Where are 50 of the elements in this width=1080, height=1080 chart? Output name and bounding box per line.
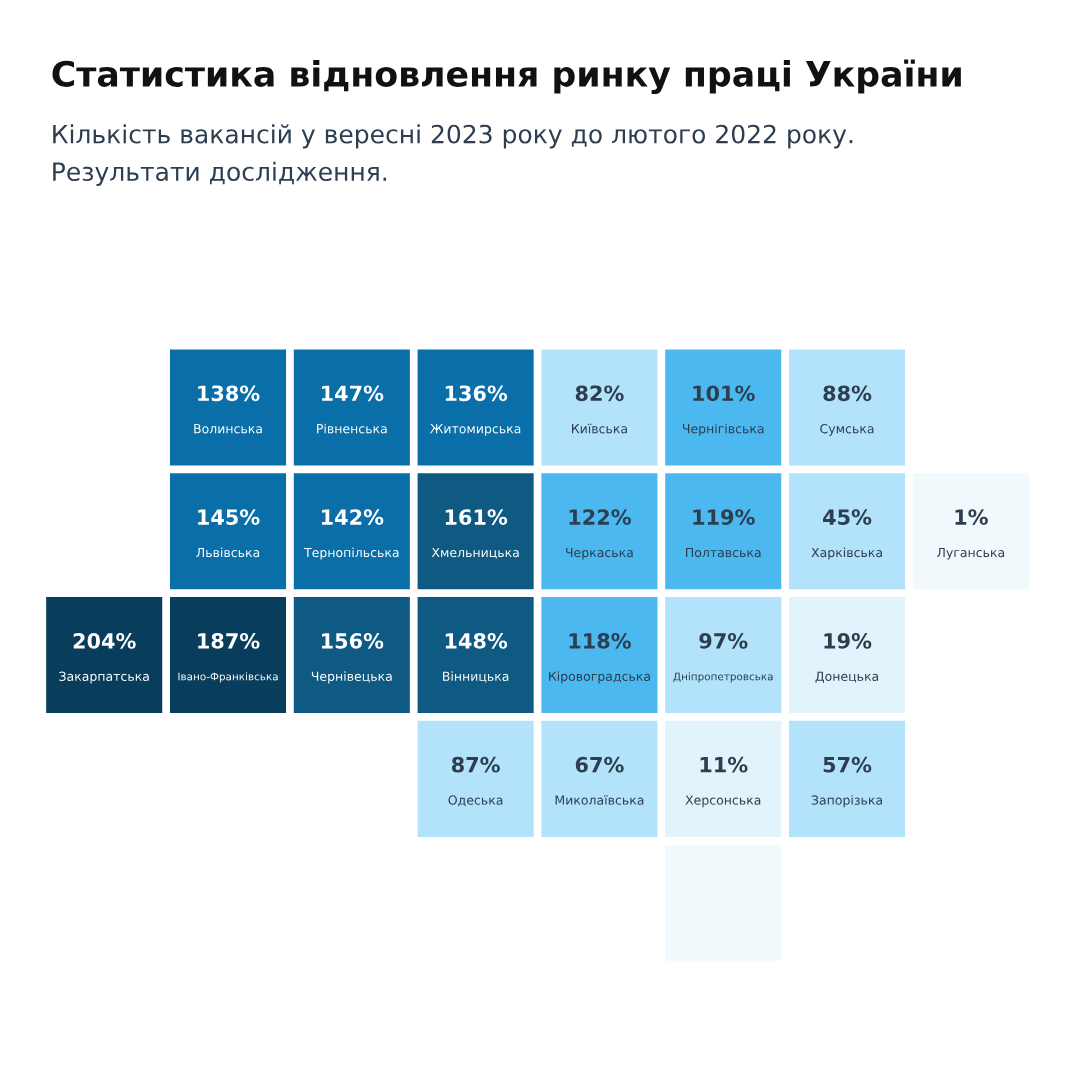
data-label: 148% <box>445 632 508 649</box>
text: Кількість вакансій у вересні 2023 року до лютого 2022 року. Результати дослідження. <box>53 124 853 186</box>
category-label: Вінницька <box>443 671 509 683</box>
category-label: Запорізька <box>811 795 882 808</box>
data-label: 142% <box>321 509 384 525</box>
category-label: Миколаївська <box>555 795 644 805</box>
data-label: 19% <box>824 632 872 649</box>
data-label: 1% <box>955 509 988 525</box>
data-label: 57% <box>823 756 872 773</box>
category-label: Дніпропетровська <box>673 672 773 683</box>
data-label: 101% <box>693 385 755 402</box>
category-label: Чернівецька <box>311 671 392 684</box>
category-label: Рівненська <box>317 423 387 434</box>
category-label: Київська <box>572 423 627 434</box>
category-label: Житомирська <box>430 424 521 436</box>
data-label: 145% <box>198 509 260 525</box>
data-label: 87% <box>451 756 500 773</box>
category-label: Одеська <box>448 795 503 807</box>
category-label: Харківська <box>811 547 882 560</box>
data-label: 11% <box>700 756 748 773</box>
category-label: Чернігівська <box>682 423 764 436</box>
data-label: 138% <box>198 385 260 402</box>
category-label: Донецька <box>815 671 879 683</box>
data-label: 97% <box>699 632 748 649</box>
category-label: Черкаська <box>566 547 633 560</box>
category-label: Волинська <box>194 424 262 434</box>
data-label: 147% <box>321 385 384 402</box>
data-label: 119% <box>693 509 755 525</box>
data-label: 45% <box>823 509 872 525</box>
data-label: 187% <box>198 632 260 649</box>
text: Статистика відновлення ринку праці України <box>52 59 961 94</box>
category-label: Полтавська <box>686 547 761 558</box>
category-label: Закарпатська <box>59 671 149 684</box>
category-label: Луганська <box>937 547 1005 560</box>
category-label: Львівська <box>196 547 260 558</box>
category-label: Івано-Франківська <box>178 672 278 683</box>
data-label: 118% <box>569 632 631 649</box>
category-label: Кіровоградська <box>549 671 650 684</box>
data-label: 136% <box>445 385 508 402</box>
data-label: 88% <box>823 385 872 402</box>
data-label: 156% <box>321 632 384 649</box>
data-label: 82% <box>575 385 624 402</box>
data-label: 122% <box>569 509 631 525</box>
category-label: Сумська <box>820 423 874 436</box>
data-label: 67% <box>575 756 624 773</box>
data-label: 204% <box>73 632 136 649</box>
category-label: Тернопільська <box>304 547 399 560</box>
category-label: Хмельницька <box>431 547 519 559</box>
category-label: Херсонська <box>685 795 761 808</box>
data-label: 161% <box>445 509 508 525</box>
